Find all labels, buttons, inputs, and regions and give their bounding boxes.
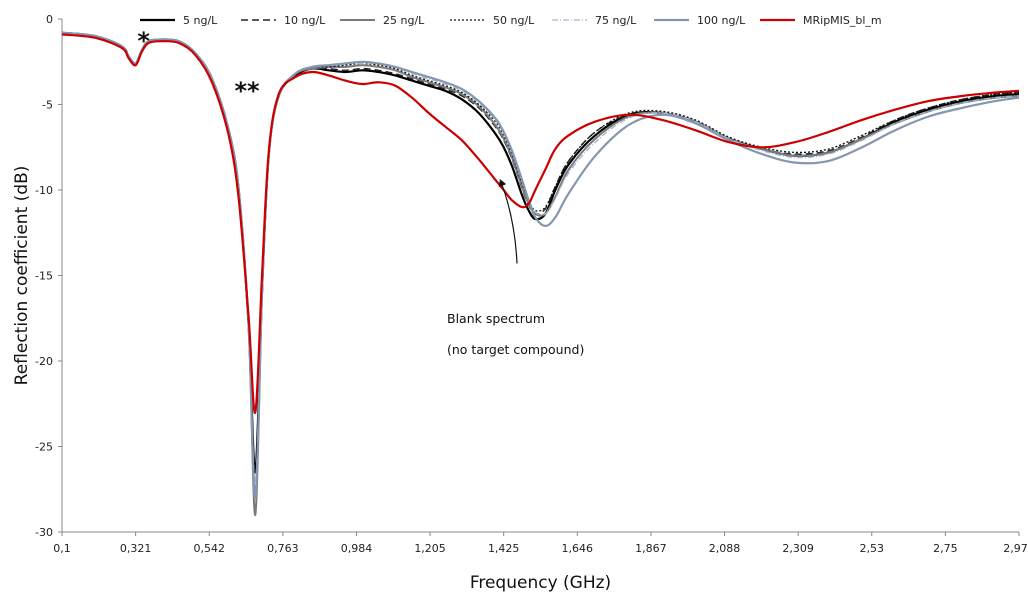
y-tick-label: 0 bbox=[46, 13, 53, 26]
y-tick-label: -30 bbox=[35, 526, 53, 539]
x-tick-label: 1,425 bbox=[488, 542, 520, 555]
x-tick-label: 2,53 bbox=[860, 542, 885, 555]
x-tick-label: 0,984 bbox=[341, 542, 373, 555]
x-axis-title: Frequency (GHz) bbox=[470, 573, 611, 593]
legend-label: 25 ng/L bbox=[383, 14, 425, 27]
peak-marker: ** bbox=[234, 77, 260, 105]
x-tick-label: 1,205 bbox=[414, 542, 446, 555]
y-tick-label: -20 bbox=[35, 355, 53, 368]
x-tick-label: 2,75 bbox=[933, 542, 958, 555]
series-line bbox=[61, 32, 1020, 491]
series-line bbox=[61, 31, 1020, 516]
x-tick-label: 2,088 bbox=[709, 542, 741, 555]
annotation-text: Blank spectrum bbox=[447, 311, 545, 326]
x-tick-label: 0,542 bbox=[193, 542, 225, 555]
axes: 0,1 0,321 0,542 0,763 0,984 1,205 1,425 1,646 1,… bbox=[35, 13, 1028, 555]
series-line bbox=[61, 31, 1020, 474]
legend-label: 50 ng/L bbox=[493, 14, 535, 27]
annotation-arrow bbox=[498, 179, 518, 264]
y-tick-label: -5 bbox=[42, 99, 53, 112]
legend-label: MRipMIS_bl_m bbox=[803, 14, 882, 27]
peak-marker: * bbox=[137, 27, 150, 55]
y-tick-label: -15 bbox=[35, 270, 53, 283]
series-line bbox=[61, 33, 1020, 414]
x-tick-label: 0,763 bbox=[267, 542, 299, 555]
legend-label: 10 ng/L bbox=[284, 14, 326, 27]
legend-label: 75 ng/L bbox=[595, 14, 637, 27]
x-tick-label: 2,971 bbox=[1003, 542, 1028, 555]
series-line bbox=[61, 32, 1020, 482]
legend: 5 ng/L 10 ng/L 25 ng/L 50 ng/L 75 ng/L 100 ng… bbox=[140, 14, 882, 27]
x-tick-label: 2,309 bbox=[782, 542, 814, 555]
x-tick-label: 1,867 bbox=[635, 542, 667, 555]
series-line bbox=[61, 31, 1020, 499]
legend-label: 5 ng/L bbox=[183, 14, 218, 27]
series-lines bbox=[61, 31, 1020, 516]
annotation-text: (no target compound) bbox=[447, 342, 584, 357]
x-tick-label: 0,321 bbox=[120, 542, 152, 555]
legend-label: 100 ng/L bbox=[697, 14, 746, 27]
y-axis-title: Reflection coefficient (dB) bbox=[12, 166, 32, 386]
series-line bbox=[61, 32, 1020, 499]
x-tick-label: 1,646 bbox=[562, 542, 594, 555]
y-tick-label: -25 bbox=[35, 441, 53, 454]
y-tick-label: -10 bbox=[35, 184, 53, 197]
annotations: Blank spectrum(no target compound)*** bbox=[137, 27, 584, 357]
x-tick-label: 0,1 bbox=[53, 542, 71, 555]
